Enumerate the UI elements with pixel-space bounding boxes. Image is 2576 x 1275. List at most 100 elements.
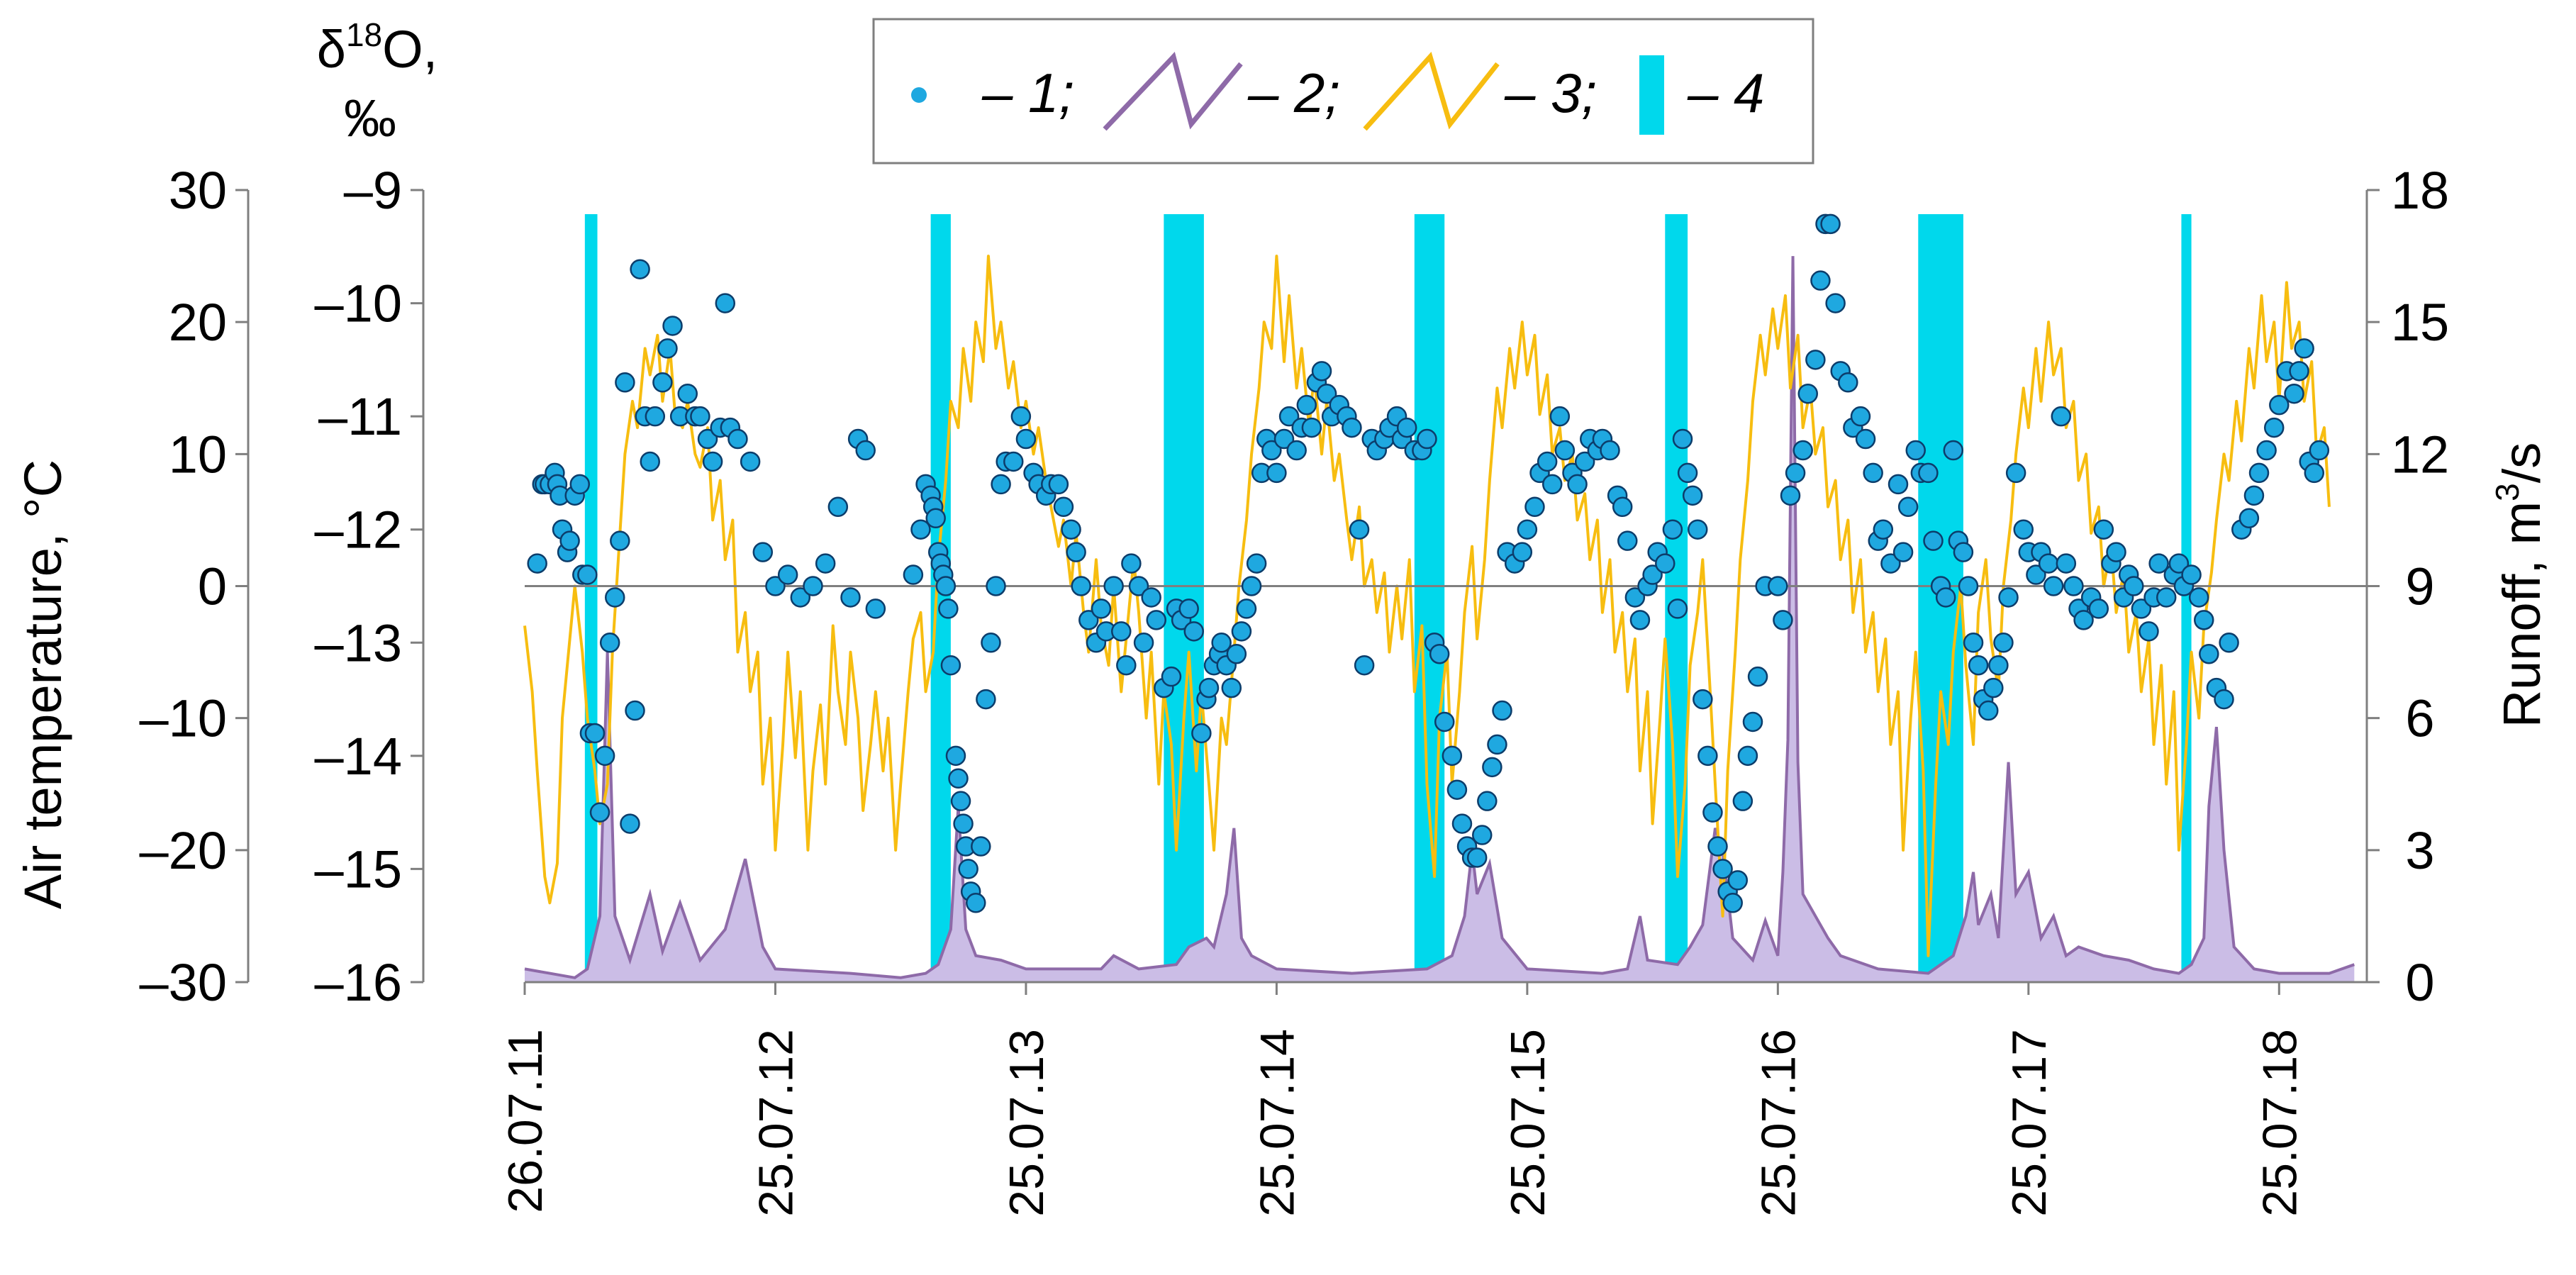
isotope-point-157 (1451, 813, 1473, 834)
isotope-point-75 (976, 689, 996, 710)
isotope-point-191 (1655, 553, 1675, 574)
isotope-point-212 (1773, 610, 1793, 630)
isotope-point-126 (1266, 462, 1287, 484)
isotope-point-100 (1128, 576, 1149, 596)
isotope-point-1 (527, 553, 547, 574)
runoff-tick-label: 0 (2405, 953, 2434, 1012)
isotope-point-198 (1693, 689, 1713, 710)
legend-label-3: – 3; (1504, 62, 1597, 124)
isotope-point-229 (1873, 519, 1894, 540)
runoff-axis-title-main: Runoff, m (2492, 501, 2551, 728)
isotope-point-28 (645, 406, 666, 427)
isotope-point-252 (2005, 462, 2026, 484)
isotope-point-177 (1567, 474, 1588, 495)
isotope-point-221 (1825, 293, 1846, 313)
isotope-point-293 (2269, 394, 2290, 416)
isotope-point-92 (1078, 610, 1099, 630)
x-tick-label: 25.07.17 (2002, 1029, 2056, 1217)
ice-bar-1 (584, 214, 598, 982)
isotope-point-251 (1998, 587, 2019, 608)
isotope-point-99 (1121, 553, 1142, 574)
isotope-point-155 (1442, 745, 1463, 767)
isotope-point-223 (1838, 372, 1858, 393)
isotope-point-105 (1161, 666, 1182, 687)
isotope-point-236 (1918, 462, 1939, 484)
isotope-point-41 (727, 428, 748, 450)
isotope-point-260 (2056, 553, 2077, 574)
isotope-point-118 (1226, 643, 1247, 664)
x-tick-label: 25.07.18 (2253, 1029, 2307, 1217)
legend-label-1: – 1; (981, 62, 1074, 124)
isotope-point-266 (2093, 519, 2114, 540)
isotope-point-170 (1524, 496, 1545, 518)
x-tick-label: 25.07.15 (1501, 1029, 1555, 1217)
isotope-point-197 (1687, 519, 1708, 540)
isotope-axis-title-suffix: O, (382, 20, 437, 79)
isotope-point-175 (1554, 440, 1576, 461)
runoff-tick-label: 3 (2405, 821, 2434, 880)
isotope-point-71 (958, 859, 978, 879)
isotope-point-128 (1278, 406, 1300, 427)
isotope-point-243 (1958, 576, 1979, 596)
isotope-point-89 (1061, 519, 1081, 540)
isotope-point-21 (610, 530, 630, 551)
isotope-point-174 (1549, 406, 1571, 427)
isotope-point-52 (855, 440, 876, 461)
isotope-point-16 (584, 723, 606, 744)
isotope-point-112 (1198, 677, 1220, 698)
isotope-point-217 (1805, 350, 1826, 370)
isotope-point-65 (940, 655, 961, 676)
isotope-point-206 (1732, 791, 1753, 811)
runoff-tick-label: 18 (2391, 161, 2449, 220)
isotope-tick-label: –15 (315, 840, 402, 898)
isotope-point-207 (1737, 745, 1758, 767)
temperature-tick-label: 20 (169, 293, 227, 352)
isotope-point-140 (1349, 519, 1370, 540)
isotope-point-47 (803, 576, 823, 596)
isotope-point-244 (1963, 633, 1984, 653)
isotope-point-258 (2043, 576, 2064, 596)
isotope-axis-title: δ18O, (317, 16, 438, 79)
isotope-point-36 (697, 428, 718, 450)
isotope-point-121 (1241, 576, 1262, 596)
isotope-point-193 (1667, 598, 1688, 619)
isotope-point-237 (1923, 530, 1944, 551)
isotope-point-27 (640, 451, 660, 472)
legend-marker-dot (911, 87, 927, 103)
axes: 3020100–10–20–30–9–10–11–12–13–14–15–161… (140, 161, 2450, 1217)
isotope-axis-title-delta: δ (317, 20, 346, 79)
isotope-point-205 (1727, 870, 1749, 891)
isotope-point-194 (1672, 428, 1693, 450)
isotope-point-81 (1010, 406, 1032, 427)
isotope-point-74 (971, 836, 991, 857)
isotope-point-134 (1311, 361, 1332, 382)
isotope-point-173 (1541, 474, 1563, 495)
isotope-point-234 (1905, 440, 1927, 461)
isotope-point-164 (1487, 734, 1507, 755)
isotope-point-253 (2013, 519, 2034, 540)
isotope-point-77 (986, 576, 1006, 596)
isotope-point-182 (1600, 440, 1620, 461)
isotope-point-161 (1472, 825, 1493, 845)
isotope-point-48 (815, 553, 836, 574)
legend-marker-temperature-zigzag (1363, 52, 1500, 131)
isotope-point-196 (1682, 485, 1703, 506)
isotope-point-163 (1482, 757, 1502, 778)
isotope-point-233 (1897, 496, 1919, 518)
isotope-point-168 (1512, 542, 1533, 562)
isotope-point-110 (1191, 723, 1212, 744)
isotope-point-249 (1988, 655, 2009, 676)
isotope-point-214 (1785, 462, 1806, 484)
isotope-axis-title-permil: ‰ (344, 89, 396, 147)
isotope-point-141 (1354, 655, 1375, 676)
temperature-tick-label: –30 (140, 953, 227, 1012)
isotope-point-73 (965, 893, 986, 913)
isotope-point-96 (1103, 576, 1124, 596)
isotope-point-153 (1429, 643, 1450, 664)
legend-label-4: – 4 (1687, 62, 1764, 124)
isotope-point-299 (2304, 462, 2325, 484)
isotope-point-242 (1953, 542, 1974, 562)
isotope-point-22 (615, 372, 635, 393)
isotope-point-94 (1091, 598, 1112, 619)
